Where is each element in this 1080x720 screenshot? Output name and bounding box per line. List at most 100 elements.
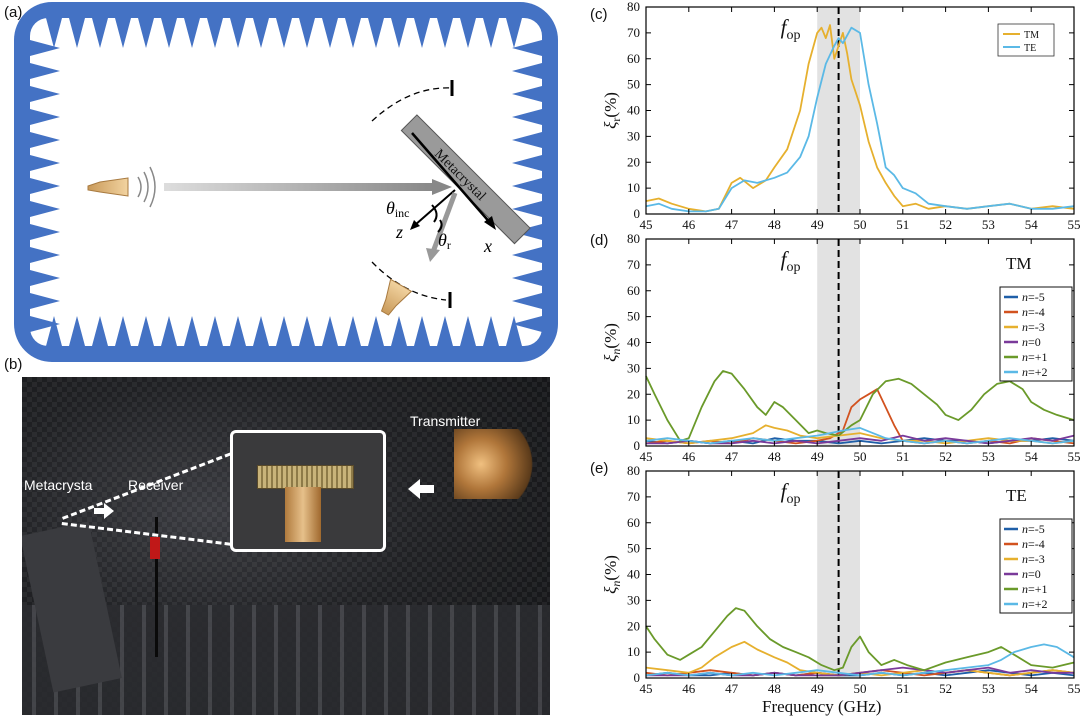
x-tick-label: 55 [1068, 449, 1080, 464]
legend-label: n=0 [1022, 335, 1041, 349]
y-tick-label: 80 [627, 0, 640, 14]
panel-label-a: (a) [4, 4, 23, 21]
x-tick-label: 46 [682, 217, 696, 232]
absorber-wedge [30, 109, 60, 125]
absorber-wedge [30, 293, 60, 309]
absorber-wedge [512, 178, 542, 194]
absorber-wedge [115, 316, 131, 346]
x-axis-line [411, 132, 493, 226]
legend-label: n=-4 [1022, 537, 1045, 551]
absorber-wedge [512, 270, 542, 286]
receiver-stand [155, 517, 158, 657]
x-tick-label: 49 [811, 217, 824, 232]
absorber-wedge [92, 18, 108, 48]
y-tick-label: 0 [634, 438, 641, 453]
y-tick-label: 0 [634, 670, 641, 685]
polarization-label: TE [1006, 486, 1027, 505]
x-tick-label: 51 [896, 217, 909, 232]
y-tick-label: 70 [627, 25, 640, 40]
y-tick-label: 80 [627, 231, 640, 246]
series-line-+1 [645, 607, 1075, 672]
y-tick-label: 80 [627, 463, 640, 478]
x-tick-label: 54 [1025, 449, 1039, 464]
absorber-wedge [391, 18, 407, 48]
legend-label: TE [1024, 43, 1036, 54]
y-axis-label: ξn(%) [601, 555, 623, 594]
x-tick-label: 55 [1068, 681, 1080, 696]
y-tick-label: 50 [627, 77, 640, 92]
absorber-wedge [512, 109, 542, 125]
chart-d: 45 46 47 48 49 50 51 52 53 54 55 0 10 20 30 40 50 60 70 80 ξ… [601, 231, 1080, 464]
x-tick-label: 50 [854, 449, 867, 464]
x-tick-label: 52 [939, 449, 952, 464]
y-tick-label: 50 [627, 309, 640, 324]
absorber-wedge [276, 316, 292, 346]
absorber-wedge [30, 316, 60, 332]
x-tick-label: 49 [811, 681, 824, 696]
absorber-wedge [30, 155, 60, 171]
fop-annotation: fop [781, 15, 801, 43]
absorber-wedge [161, 316, 177, 346]
absorber-wedge [512, 201, 542, 217]
absorber-wedge [230, 316, 246, 346]
series-line-+2 [645, 643, 1075, 677]
x-tick-label: 53 [982, 217, 995, 232]
absorber-wedge [161, 18, 177, 48]
y-tick-label: 60 [627, 515, 640, 530]
absorber-wedge [184, 18, 200, 48]
y-tick-label: 10 [627, 412, 640, 427]
x-tick-label: 49 [811, 449, 824, 464]
fop-annotation: fop [781, 247, 801, 275]
legend-label: n=+2 [1022, 597, 1048, 611]
theta-inc-arc [431, 204, 438, 223]
absorber-wedge [391, 316, 407, 346]
y-tick-label: 70 [627, 257, 640, 272]
absorber-wedge [512, 155, 542, 171]
absorber-wedge [512, 247, 542, 263]
panel-label-b: (b) [4, 356, 23, 373]
x-tick-label: 46 [682, 449, 696, 464]
x-tick-label: 48 [768, 681, 781, 696]
absorber-wedge [46, 18, 62, 48]
absorber-wedge [46, 316, 62, 346]
y-tick-label: 40 [627, 567, 640, 582]
theta-r-arc [437, 219, 443, 233]
legend-label: n=+2 [1022, 365, 1048, 379]
absorber-wedge [30, 178, 60, 194]
absorber-wedge [414, 18, 430, 48]
absorber-wedge [437, 316, 453, 346]
y-tick-label: 60 [627, 283, 640, 298]
absorber-wedge [345, 316, 361, 346]
reflected-beam [430, 192, 458, 253]
absorber-wedge [460, 18, 476, 48]
absorber-wedge [368, 316, 384, 346]
absorber-wedge [30, 86, 60, 102]
transmitter-horn-icon [87, 166, 156, 208]
absorber-wedge [512, 63, 542, 79]
absorber-wedge [138, 18, 154, 48]
absorber-wedge [253, 18, 269, 48]
absorber-wedge [512, 86, 542, 102]
y-tick-label: 30 [627, 592, 640, 607]
absorber-wedge [30, 270, 60, 286]
absorber-wedge [512, 316, 542, 332]
panel-label-e: (e) [590, 460, 609, 477]
x-tick-label: 47 [725, 217, 739, 232]
y-tick-label: 20 [627, 618, 640, 633]
legend-label: n=+1 [1022, 582, 1048, 596]
y-tick-label: 20 [627, 386, 640, 401]
receiver-red-block [150, 537, 160, 559]
absorber-wedge [506, 18, 522, 48]
absorber-wedge [483, 316, 499, 346]
z-axis-label: z [395, 222, 403, 242]
y-tick-label: 10 [627, 180, 640, 195]
absorber-wedge [460, 316, 476, 346]
absorber-wedge [414, 316, 430, 346]
arrow-from-transmitter-icon [408, 479, 434, 499]
photo-transmitter-label: Transmitter [410, 413, 481, 429]
absorber-wedge [115, 18, 131, 48]
y-tick-label: 40 [627, 103, 640, 118]
legend-label: n=-5 [1022, 290, 1045, 304]
x-tick-label: 48 [768, 217, 781, 232]
